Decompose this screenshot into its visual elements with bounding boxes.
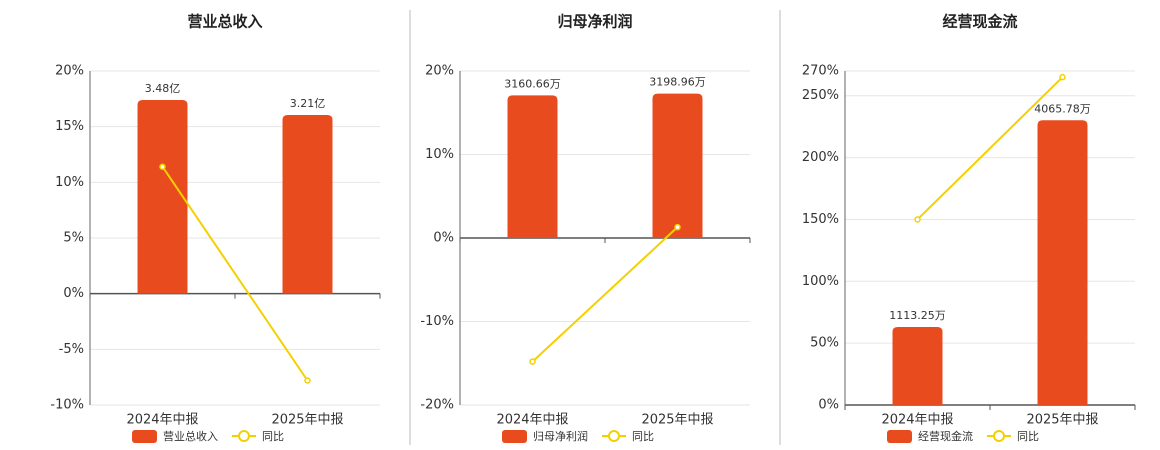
line <box>531 226 679 363</box>
point <box>304 377 311 384</box>
y-tick-label: -10% <box>420 314 454 329</box>
bar <box>137 99 188 294</box>
bar <box>1037 120 1088 405</box>
point <box>159 163 166 170</box>
value-label: 3.21亿 <box>290 97 326 110</box>
y-tick-label: 10% <box>425 147 454 162</box>
y-tick-label: 5% <box>63 231 84 246</box>
y-tick-label: 0% <box>63 286 84 301</box>
line <box>916 76 1064 221</box>
legend-label: 同比 <box>632 430 654 443</box>
bar <box>507 95 558 238</box>
legend-label: 营业总收入 <box>163 429 218 443</box>
y-tick-label: 0% <box>818 398 839 413</box>
y-tick-label: -5% <box>59 342 84 357</box>
legend-swatch <box>993 430 1005 442</box>
chart-title: 归母净利润 <box>557 13 632 31</box>
value-label: 1113.25万 <box>889 309 946 322</box>
value-label: 3198.96万 <box>649 76 706 89</box>
bar <box>892 327 943 405</box>
y-tick-label: 15% <box>55 119 84 134</box>
y-tick-label: 50% <box>810 336 839 351</box>
y-tick-label: 10% <box>55 175 84 190</box>
y-tick-label: 200% <box>802 150 839 165</box>
point <box>1059 73 1066 81</box>
x-tick-label: 2024年中报 <box>881 413 953 428</box>
bar <box>282 114 333 294</box>
y-tick-label: 270% <box>802 64 839 79</box>
chart-title: 经营现金流 <box>942 13 1017 31</box>
legend-label: 同比 <box>1017 430 1039 443</box>
y-tick-label: -20% <box>420 398 454 413</box>
legend-swatch <box>132 430 157 443</box>
value-label: 3160.66万 <box>504 77 561 90</box>
y-tick-label: 0% <box>433 231 454 246</box>
x-tick-label: 2025年中报 <box>1026 413 1098 428</box>
x-tick-label: 2024年中报 <box>496 413 568 428</box>
x-tick-label: 2025年中报 <box>641 413 713 428</box>
value-label: 4065.78万 <box>1034 102 1091 115</box>
bar <box>652 93 703 239</box>
y-tick-label: 250% <box>802 88 839 103</box>
point <box>674 223 681 231</box>
y-tick-label: 100% <box>802 274 839 289</box>
y-tick-label: 150% <box>802 212 839 227</box>
legend-label: 同比 <box>262 430 284 443</box>
legend-label: 经营现金流 <box>918 429 973 443</box>
legend-swatch <box>502 430 527 443</box>
chart-title: 营业总收入 <box>187 13 262 31</box>
y-tick-label: 20% <box>425 64 454 79</box>
legend-swatch <box>238 430 250 442</box>
x-tick-label: 2025年中报 <box>271 413 343 428</box>
legend-label: 归母净利润 <box>533 429 588 443</box>
value-label: 3.48亿 <box>145 82 181 95</box>
y-tick-label: -10% <box>50 398 84 413</box>
point <box>914 216 921 223</box>
legend-swatch <box>608 430 620 442</box>
x-tick-label: 2024年中报 <box>126 413 198 428</box>
legend-swatch <box>887 430 912 443</box>
line <box>161 166 309 382</box>
y-tick-label: 20% <box>55 64 84 79</box>
point <box>529 358 536 365</box>
